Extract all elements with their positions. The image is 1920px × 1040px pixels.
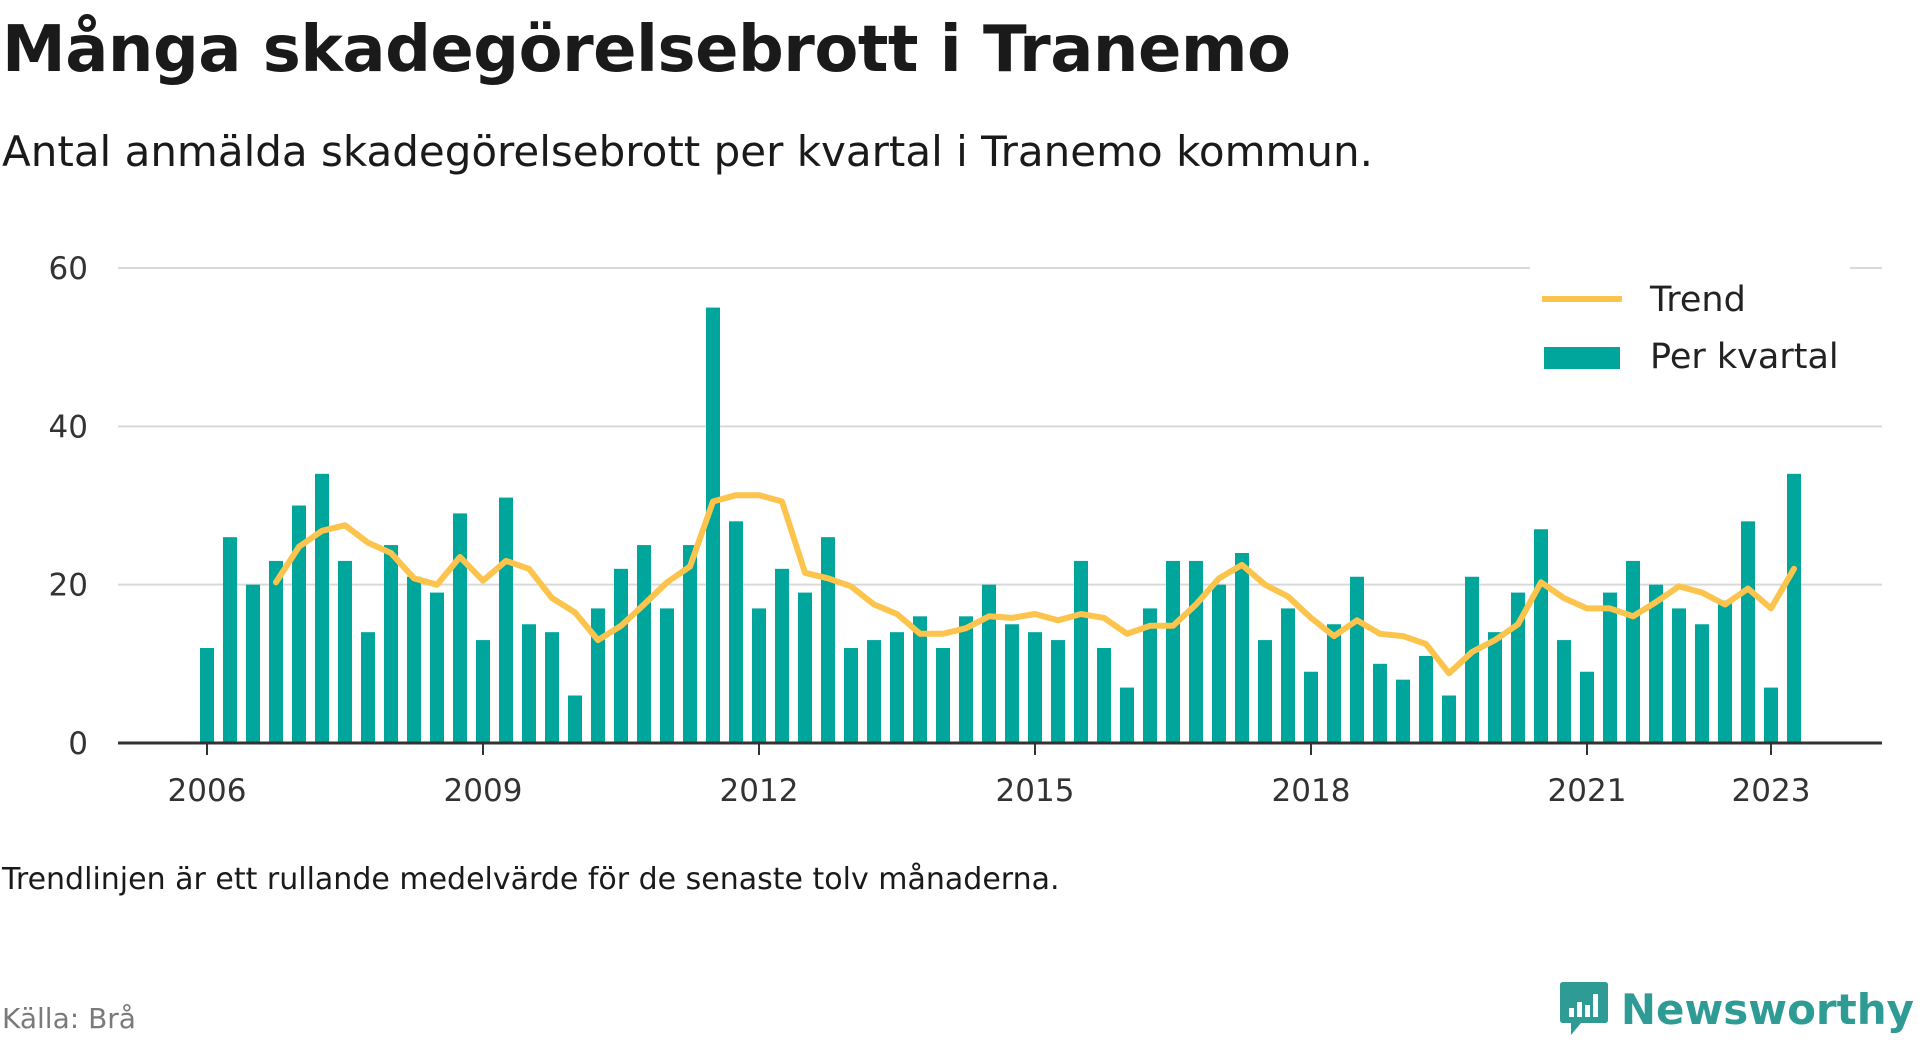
bar-2006Q3: [246, 584, 260, 743]
bar-2021Q2: [1603, 592, 1617, 743]
legend: Trend Per kvartal: [1530, 266, 1850, 396]
bar-2016Q1: [1120, 687, 1134, 743]
bar-2017Q1: [1212, 584, 1226, 743]
x-tick-label-2006: 2006: [168, 773, 247, 809]
bar-2009Q3: [522, 624, 536, 743]
bar-series: [200, 307, 1801, 743]
x-tick-label-2012: 2012: [720, 773, 799, 809]
y-tick-label-0: 0: [68, 726, 88, 762]
bar-2010Q2: [591, 608, 605, 743]
bar-2013Q3: [890, 632, 904, 743]
bar-2010Q1: [568, 695, 582, 743]
bar-2014Q3: [982, 584, 996, 743]
legend-trend-label: Trend: [1649, 280, 1746, 320]
bar-2020Q1: [1488, 632, 1502, 743]
bar-2006Q1: [200, 648, 214, 743]
x-tick-label-2009: 2009: [444, 773, 523, 809]
bar-2009Q2: [499, 497, 513, 743]
legend-bar-swatch: [1544, 347, 1620, 369]
bar-2016Q4: [1189, 560, 1203, 743]
x-tick-label-2018: 2018: [1272, 773, 1351, 809]
bar-2011Q4: [729, 521, 743, 743]
legend-bar-label: Per kvartal: [1650, 337, 1839, 377]
trend-line: [273, 492, 1797, 677]
brand-logo[interactable]: Newsworthy: [1559, 980, 1914, 1038]
bar-2015Q1: [1028, 632, 1042, 743]
bar-2018Q1: [1304, 671, 1318, 743]
bar-2014Q4: [1005, 624, 1019, 743]
bar-2007Q4: [361, 632, 375, 743]
bar-2012Q3: [798, 592, 812, 743]
bar-2010Q3: [614, 568, 628, 743]
bar-2014Q1: [936, 648, 950, 743]
bar-2007Q1: [292, 505, 306, 743]
bar-2023Q2: [1787, 473, 1801, 743]
bar-2019Q4: [1465, 576, 1479, 743]
bar-line-chart: 0 20 40 60 2006 2009 2012 2015 2018 2021 2023 Tren…: [49, 251, 1882, 809]
bar-2015Q2: [1051, 640, 1065, 743]
bar-2017Q2: [1235, 553, 1249, 743]
bar-2012Q1: [752, 608, 766, 743]
newsworthy-logo-icon: [1559, 982, 1608, 1035]
bar-2018Q4: [1373, 663, 1387, 743]
bar-2014Q2: [959, 616, 973, 743]
bar-2013Q4: [913, 616, 927, 743]
bar-2021Q3: [1626, 560, 1640, 743]
bar-2022Q2: [1695, 624, 1709, 743]
bar-2022Q1: [1672, 608, 1686, 743]
bar-2011Q1: [660, 608, 674, 743]
bar-2012Q4: [821, 537, 835, 743]
trend-series: [273, 492, 1797, 677]
y-tick-label-60: 60: [49, 251, 88, 287]
bar-2006Q2: [223, 537, 237, 743]
bar-2020Q4: [1557, 640, 1571, 743]
bar-2016Q2: [1143, 608, 1157, 743]
bar-2011Q2: [683, 545, 697, 743]
bar-2007Q2: [315, 473, 329, 743]
source-note: Källa: Brå: [2, 1002, 136, 1035]
bar-2015Q3: [1074, 560, 1088, 743]
x-tick-label-2021: 2021: [1548, 773, 1627, 809]
bar-2013Q1: [844, 648, 858, 743]
bar-2015Q4: [1097, 648, 1111, 743]
bar-2008Q2: [407, 576, 421, 743]
bar-2008Q3: [430, 592, 444, 743]
chart-subtitle: Antal anmälda skadegörelsebrott per kvar…: [2, 127, 1374, 176]
bar-2018Q3: [1350, 576, 1364, 743]
bar-2008Q1: [384, 545, 398, 743]
bar-2011Q3: [706, 307, 720, 743]
bar-2021Q4: [1649, 584, 1663, 743]
bar-2010Q4: [637, 545, 651, 743]
bar-2019Q1: [1396, 679, 1410, 743]
bar-2022Q4: [1741, 521, 1755, 743]
y-tick-label-40: 40: [49, 409, 88, 445]
bar-2008Q4: [453, 513, 467, 743]
bar-2009Q4: [545, 632, 559, 743]
bar-2009Q1: [476, 640, 490, 743]
bar-2017Q4: [1281, 608, 1295, 743]
x-tick-label-2023: 2023: [1732, 773, 1811, 809]
bar-2023Q1: [1764, 687, 1778, 743]
bar-2020Q3: [1534, 529, 1548, 743]
chart-title: Många skadegörelsebrott i Tranemo: [2, 13, 1291, 87]
bar-2019Q3: [1442, 695, 1456, 743]
legend-background: [1530, 266, 1850, 396]
bar-2007Q3: [338, 560, 352, 743]
footnote: Trendlinjen är ett rullande medelvärde f…: [2, 862, 1060, 897]
bar-2021Q1: [1580, 671, 1594, 743]
bar-2019Q2: [1419, 655, 1433, 743]
bar-2013Q2: [867, 640, 881, 743]
bar-2022Q3: [1718, 600, 1732, 743]
y-tick-label-20: 20: [49, 568, 88, 604]
bar-2016Q3: [1166, 560, 1180, 743]
axes: 0 20 40 60 2006 2009 2012 2015 2018 2021 2023: [49, 251, 1882, 809]
bar-2006Q4: [269, 560, 283, 743]
bar-2018Q2: [1327, 624, 1341, 743]
bar-2017Q3: [1258, 640, 1272, 743]
brand-name: Newsworthy: [1620, 984, 1914, 1034]
x-tick-label-2015: 2015: [996, 773, 1075, 809]
bar-2012Q2: [775, 568, 789, 743]
